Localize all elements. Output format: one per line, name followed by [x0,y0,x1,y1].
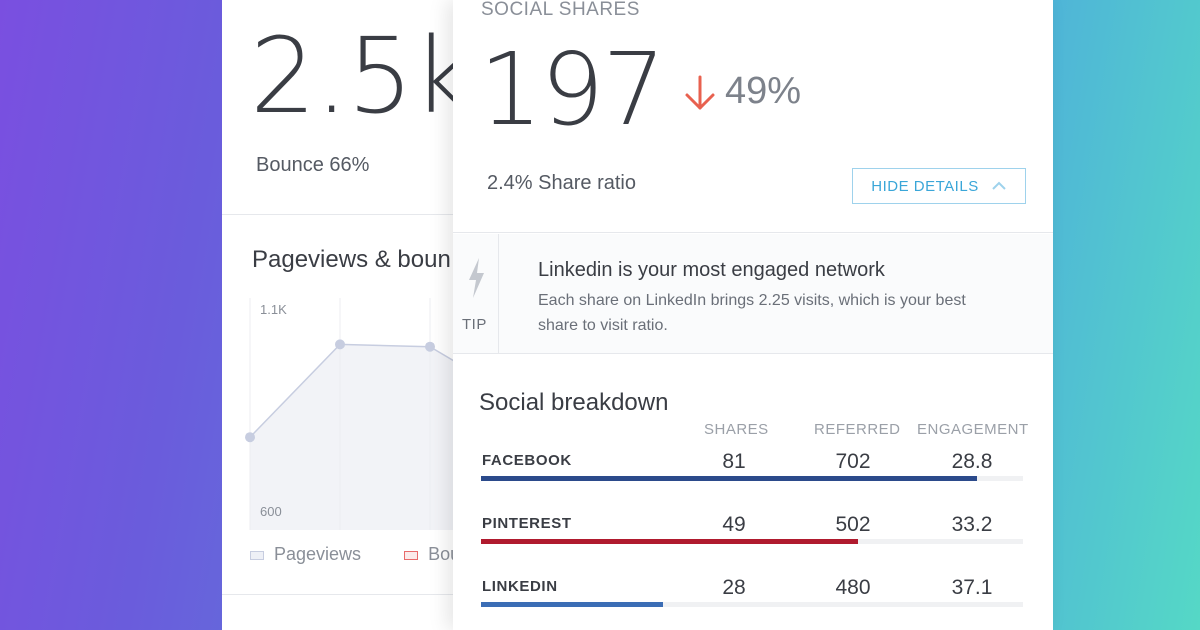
lightning-icon [469,258,484,298]
engagement-bar-track [481,539,1023,544]
referred-cell: 702 [835,450,871,473]
tip-title: Linkedin is your most engaged network [538,259,885,281]
legend-swatch [404,550,419,560]
chart-title: Pageviews & boun [252,246,451,273]
engagement-bar-fill [481,539,858,544]
engagement-bar-track [481,602,1023,607]
legend-label: Bou [428,544,461,564]
engagement-cell: 33.2 [951,513,993,536]
column-header-referred: REFERRED [814,421,901,438]
section-title: SOCIAL SHARES [481,0,640,20]
data-point[interactable] [335,339,345,350]
shares-cell: 28 [722,576,746,599]
arrow-down-icon [685,75,715,110]
divider [222,594,522,595]
network-name: LINKEDIN [482,578,558,595]
social-breakdown: Social breakdown SHARES REFERRED ENGAGEM… [453,355,1053,630]
share-ratio: 2.4% Share ratio [487,172,636,194]
network-name: PINTEREST [482,515,572,532]
column-header-shares: SHARES [704,421,769,438]
engagement-bar-fill [481,476,977,481]
data-point[interactable] [245,432,255,443]
delta-percent: 49% [725,70,802,112]
tip-label: TIP [462,316,487,333]
tip-badge: TIP [453,234,499,354]
breakdown-row-pinterest[interactable]: PINTEREST 49 502 33.2 [453,513,1053,577]
engagement-cell: 28.8 [951,450,993,473]
legend-item-pageviews[interactable]: Pageviews [250,544,366,564]
hide-details-label: HIDE DETAILS [871,177,979,195]
referred-cell: 480 [835,576,871,599]
shares-cell: 81 [722,450,746,473]
network-name: FACEBOOK [482,452,572,469]
data-point[interactable] [425,341,435,352]
shares-value: 197 [479,31,666,148]
chevron-up-icon [991,181,1006,190]
pageviews-chart: 1.1K 600 [245,298,522,530]
tip-panel: TIP Linkedin is your most engaged networ… [453,234,1053,354]
shares-cell: 49 [722,513,746,536]
breakdown-row-linkedin[interactable]: LINKEDIN 28 480 37.1 [453,576,1053,630]
tip-body: Each share on LinkedIn brings 2.25 visit… [538,292,966,334]
legend-label: Pageviews [274,544,362,564]
bounce-rate: Bounce 66% [256,154,370,176]
hide-details-button[interactable]: HIDE DETAILS [852,168,1026,204]
breakdown-title: Social breakdown [479,389,669,416]
referred-cell: 502 [835,513,871,536]
pageviews-summary: 2.5k Bounce 66% [222,0,522,215]
social-shares-summary: SOCIAL SHARES 197 49% 2.4% Share ratio H… [453,0,1053,233]
social-shares-card: SOCIAL SHARES 197 49% 2.4% Share ratio H… [453,0,1053,630]
chart-legend: Pageviews Bou [250,544,460,565]
legend-swatch [250,550,264,560]
engagement-cell: 37.1 [951,576,993,599]
column-header-engagement: ENGAGEMENT [917,421,1029,438]
engagement-bar-fill [481,602,663,607]
series-area [250,344,520,530]
legend-item-bounce[interactable]: Bou [404,544,460,564]
engagement-bar-track [481,476,1023,481]
breakdown-row-facebook[interactable]: FACEBOOK 81 702 28.8 [453,450,1053,514]
pageviews-value: 2.5k [250,15,473,137]
y-axis-bottom-label: 600 [260,504,282,519]
y-axis-top-label: 1.1K [260,302,287,317]
